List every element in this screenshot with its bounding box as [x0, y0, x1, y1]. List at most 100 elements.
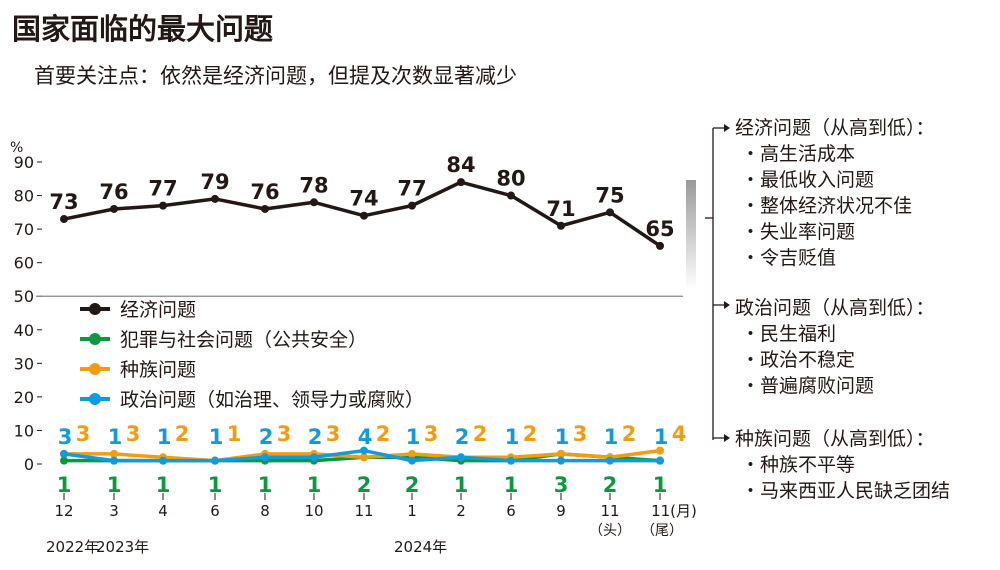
side-heading: 政治问题（从高到低）：: [735, 297, 935, 319]
data-label: 1: [156, 473, 171, 497]
x-tick-label: 1: [407, 502, 417, 520]
year-label: 2023年: [96, 538, 149, 556]
subtitle: 首要关注点：依然是经济问题，但提及次数显著减少: [34, 64, 517, 88]
data-label: 1: [653, 473, 668, 497]
data-point: [656, 446, 664, 455]
bracket: [705, 127, 726, 440]
side-heading: 经济问题（从高到低）：: [735, 117, 935, 139]
page-title: 国家面临的最大问题: [12, 12, 274, 46]
data-point: [360, 453, 368, 462]
data-point: [656, 241, 664, 250]
data-label: 2: [175, 422, 190, 446]
side-heading: 种族问题（从高到低）：: [735, 428, 935, 450]
data-label: 79: [200, 170, 229, 194]
data-point: [360, 211, 368, 220]
data-label: 65: [645, 217, 674, 241]
data-point: [60, 456, 68, 465]
data-label: 77: [397, 177, 426, 201]
data-label: 71: [546, 197, 575, 221]
data-label: 1: [654, 425, 669, 449]
data-label: 2: [259, 425, 274, 449]
x-tick-label: 3: [109, 502, 119, 520]
data-label: 4: [672, 422, 687, 446]
data-label: 2: [455, 425, 470, 449]
data-label: 77: [148, 177, 177, 201]
x-tick-label: 8: [260, 502, 270, 520]
data-point: [310, 453, 318, 462]
data-label: 3: [554, 473, 569, 497]
data-label: 1: [208, 473, 223, 497]
legend-label: 政治问题（如治理、领导力或腐败）: [120, 389, 424, 411]
x-tick-label: 2: [456, 502, 466, 520]
data-point: [211, 194, 219, 203]
data-point: [408, 456, 416, 465]
data-point: [310, 198, 318, 207]
x-sub-label: （头）: [589, 523, 631, 539]
data-label: 1: [406, 425, 421, 449]
legend-marker: [89, 393, 101, 405]
data-label: 2: [622, 422, 637, 446]
data-label: 1: [604, 425, 619, 449]
data-label: 1: [258, 473, 273, 497]
data-point: [557, 449, 565, 458]
y-tick-label: 40: [14, 321, 34, 340]
data-label: 2: [376, 422, 391, 446]
data-point: [60, 449, 68, 458]
data-label: 1: [108, 425, 123, 449]
data-label: 1: [209, 425, 224, 449]
side-item: ・最低收入问题: [741, 169, 875, 191]
x-tick-label: 6: [210, 502, 220, 520]
data-point: [457, 453, 465, 462]
data-label: 2: [357, 473, 372, 497]
data-label: 80: [496, 167, 525, 191]
x-tick-label: 12: [54, 502, 73, 520]
data-point: [110, 456, 118, 465]
data-label: 2: [405, 473, 420, 497]
y-tick-label: 30: [14, 354, 34, 373]
side-section-race: 种族问题（从高到低）： ・种族不平等 ・马来西亚人民缺乏团结: [735, 426, 950, 504]
y-tick-label: 10: [14, 421, 34, 440]
data-label: 2: [603, 473, 618, 497]
legend-marker: [89, 363, 101, 375]
y-tick-label: 50: [14, 287, 34, 306]
side-item: ・高生活成本: [741, 143, 856, 165]
x-tick-label: 11: [354, 502, 373, 520]
y-tick-label: 60: [14, 254, 34, 273]
data-label: 2: [308, 425, 323, 449]
data-point: [457, 178, 465, 187]
y-tick-label: 80: [14, 187, 34, 206]
arrow-icon: [724, 434, 730, 442]
data-point: [408, 201, 416, 210]
data-label: 2: [523, 422, 538, 446]
data-label: 4: [358, 425, 373, 449]
data-label: 78: [299, 173, 328, 197]
data-point: [507, 191, 515, 200]
side-item: ・失业率问题: [741, 221, 856, 243]
gradient-bar: [686, 180, 696, 290]
y-tick-label: 0: [24, 455, 34, 474]
year-label: 2022年: [46, 538, 99, 556]
data-label: 74: [349, 187, 378, 211]
x-tick-label: 4: [158, 502, 168, 520]
data-label: 1: [454, 473, 469, 497]
data-point: [656, 456, 664, 465]
data-label: 1: [307, 473, 322, 497]
data-point: [408, 449, 416, 458]
data-point: [261, 453, 269, 462]
y-tick-label: 90: [14, 153, 34, 172]
data-label: 1: [157, 425, 172, 449]
x-tick-label: 11: [600, 502, 619, 520]
data-label: 3: [573, 422, 588, 446]
data-point: [261, 204, 269, 213]
x-sub-label: （尾）: [641, 523, 683, 539]
data-point: [110, 204, 118, 213]
data-label: 1: [227, 422, 242, 446]
data-label: 76: [99, 180, 128, 204]
side-item: ・民生福利: [741, 323, 837, 345]
side-item: ・普遍腐败问题: [741, 375, 875, 397]
data-point: [159, 456, 167, 465]
side-section-economy: 经济问题（从高到低）： ・高生活成本 ・最低收入问题 ・整体经济状况不佳 ・失业…: [735, 115, 935, 271]
data-label: 3: [326, 422, 341, 446]
